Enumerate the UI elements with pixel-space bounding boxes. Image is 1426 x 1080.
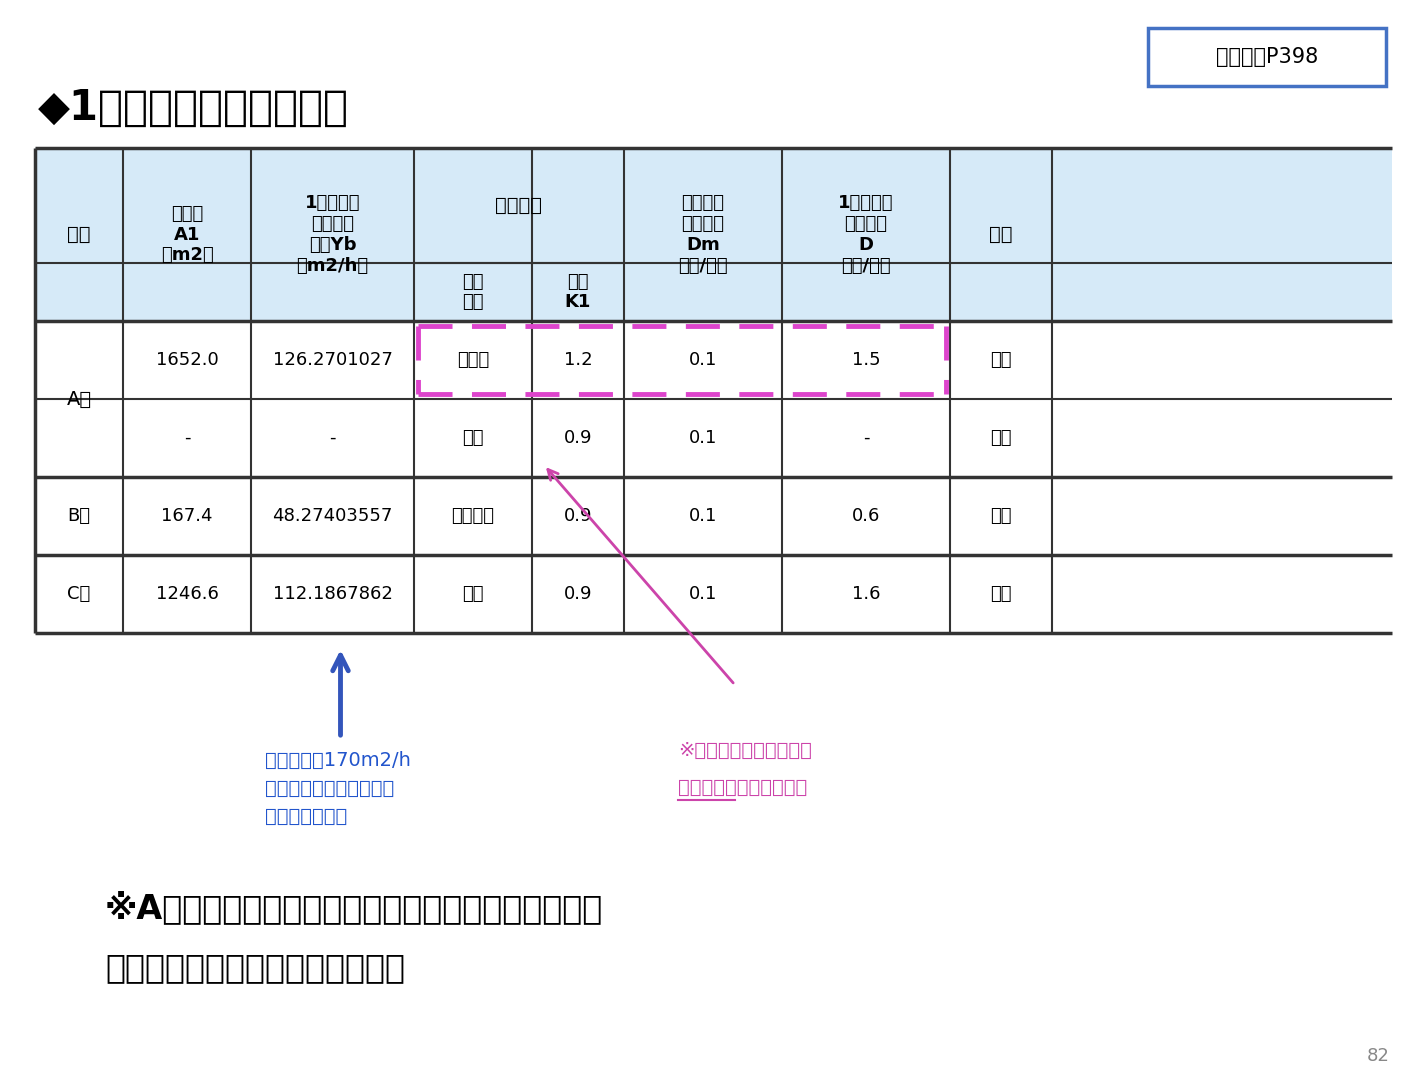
- Text: 0.9: 0.9: [563, 429, 592, 447]
- Text: 橋梁間の
移動時間
Dm
（日/橋）: 橋梁間の 移動時間 Dm （日/橋）: [679, 194, 727, 274]
- Text: 1時間当り
の基準作
業量Yb
（m2/h）: 1時間当り の基準作 業量Yb （m2/h）: [297, 194, 368, 274]
- Text: 126.2701027: 126.2701027: [272, 351, 392, 369]
- Text: -: -: [329, 429, 335, 447]
- Text: 梯子: 梯子: [462, 429, 483, 447]
- FancyBboxPatch shape: [1148, 28, 1386, 86]
- Text: 48.27403557: 48.27403557: [272, 507, 392, 525]
- Text: -: -: [863, 429, 870, 447]
- Text: 足元条件として算出している。: 足元条件として算出している。: [106, 951, 405, 984]
- Text: 0.1: 0.1: [689, 429, 717, 447]
- Bar: [36, 321, 1392, 399]
- Bar: [36, 148, 1392, 321]
- Text: 係数
K1: 係数 K1: [565, 272, 592, 311]
- Text: 点検車: 点検車: [456, 351, 489, 369]
- Text: 足元
条件: 足元 条件: [462, 272, 483, 311]
- Text: 0.9: 0.9: [563, 507, 592, 525]
- Text: 梯子: 梯子: [462, 585, 483, 603]
- Text: 橋面積
A1
（m2）: 橋面積 A1 （m2）: [161, 205, 214, 265]
- Text: 1.2: 1.2: [563, 351, 592, 369]
- Text: 0.1: 0.1: [689, 585, 717, 603]
- Text: 点検車の足元係数を採用: 点検車の足元係数を採用: [677, 778, 807, 797]
- Text: C橋: C橋: [67, 585, 91, 603]
- Bar: [36, 477, 1392, 555]
- Text: A橋: A橋: [67, 390, 91, 408]
- Text: 112.1867862: 112.1867862: [272, 585, 392, 603]
- Text: ※作業比率の大きい橋梁: ※作業比率の大きい橋梁: [677, 741, 811, 760]
- Text: -: -: [184, 429, 190, 447]
- Text: 1橋当りの
点検日数
D
（日/橋）: 1橋当りの 点検日数 D （日/橋）: [838, 194, 894, 274]
- Text: 0.1: 0.1: [689, 351, 717, 369]
- Text: 解説書：P398: 解説書：P398: [1216, 48, 1318, 67]
- Text: 1.5: 1.5: [851, 351, 880, 369]
- Text: 82: 82: [1368, 1047, 1390, 1065]
- Text: 0.1: 0.1: [689, 507, 717, 525]
- Text: 足元条件: 足元条件: [495, 195, 542, 215]
- Text: 1652.0: 1652.0: [155, 351, 218, 369]
- Text: 最大作業量170m2/h
よりも小さい（上限値を
超えていない）: 最大作業量170m2/h よりも小さい（上限値を 超えていない）: [265, 751, 411, 826]
- Text: ◆1橋当りの定期点検日数: ◆1橋当りの定期点検日数: [39, 87, 349, 129]
- Text: 昼間: 昼間: [990, 585, 1012, 603]
- Text: リフト車: リフト車: [452, 507, 495, 525]
- Text: 0.6: 0.6: [851, 507, 880, 525]
- Text: 昼間: 昼間: [990, 429, 1012, 447]
- Text: 橋名: 橋名: [67, 225, 91, 244]
- Text: 備考: 備考: [990, 225, 1012, 244]
- Text: 0.9: 0.9: [563, 585, 592, 603]
- Bar: [36, 399, 1392, 477]
- Text: 167.4: 167.4: [161, 507, 212, 525]
- Text: 1.6: 1.6: [851, 585, 880, 603]
- Text: ※A橋については、点検面積より，点検車を支配的な: ※A橋については、点検面積より，点検車を支配的な: [106, 891, 603, 924]
- Text: 昼間: 昼間: [990, 351, 1012, 369]
- Bar: [36, 555, 1392, 633]
- Text: B橋: B橋: [67, 507, 90, 525]
- Text: 1246.6: 1246.6: [155, 585, 218, 603]
- Text: 昼間: 昼間: [990, 507, 1012, 525]
